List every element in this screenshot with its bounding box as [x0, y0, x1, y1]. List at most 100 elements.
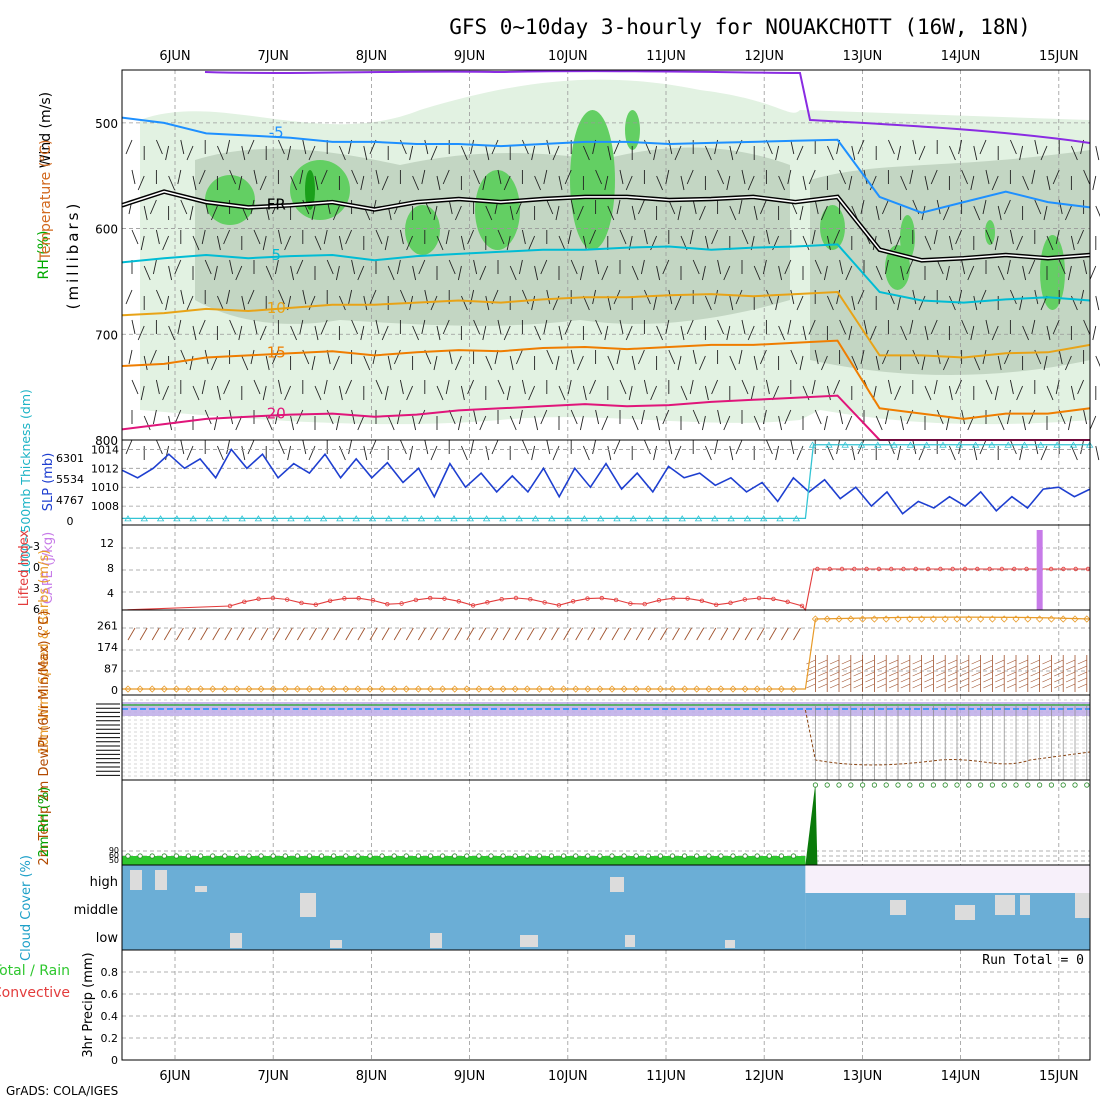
wind-barb	[409, 145, 414, 161]
wind10m-flag	[853, 671, 863, 677]
wind-barb	[494, 349, 499, 365]
wind-barb	[839, 169, 847, 185]
wind10m-speed-point	[354, 685, 362, 693]
wind-barb	[711, 379, 719, 395]
thickness-tick-label: 5534	[56, 473, 84, 486]
wind-barb	[518, 259, 523, 275]
wind10m-flag	[841, 659, 851, 665]
wind-barb	[1046, 325, 1051, 341]
wind-barb	[308, 145, 316, 161]
wind-barb	[1022, 175, 1030, 191]
wind-barb	[299, 169, 304, 185]
wind-barb	[616, 199, 621, 215]
rh2m-point	[718, 853, 724, 859]
wind-barb	[936, 259, 944, 275]
rh2m-point	[895, 782, 901, 788]
wind10m-flag	[995, 677, 1005, 683]
wind-barb	[860, 199, 865, 215]
rh2m-label: 2m RH (%)	[37, 787, 52, 858]
thickness-marker	[988, 441, 996, 448]
wind10m-speed-point	[487, 685, 495, 693]
wind-barb	[839, 259, 844, 275]
rh2m-point	[222, 853, 228, 859]
wind-barb	[985, 379, 993, 395]
wind-barb	[363, 145, 368, 161]
cloud-panel: high middle low Cloud Cover (%)	[19, 855, 1090, 961]
wind-barb	[186, 445, 194, 461]
wind-barb	[918, 295, 926, 311]
cloud-mid-low-fill	[805, 893, 1090, 950]
wind10m-speed-point	[847, 615, 855, 623]
wind10m-speed-point	[988, 615, 996, 623]
wind-barb	[155, 289, 163, 305]
wind-barb	[509, 415, 517, 431]
thickness-marker	[939, 441, 947, 448]
wind-barb	[765, 229, 770, 245]
wind-barb	[1092, 175, 1097, 191]
wind10m-grid	[122, 610, 1090, 695]
cloud-level-label: low	[96, 931, 119, 946]
wind10m-speed-point	[835, 615, 843, 623]
wind10m-panel: 0 87 174 261 10m Wind Speed & Barbs (m/s)	[37, 550, 1091, 754]
wind-barb	[528, 235, 536, 251]
wind-barb	[241, 295, 246, 311]
wind-barb	[290, 265, 295, 281]
wind10m-speed-point	[451, 685, 459, 693]
wind-barb	[869, 175, 877, 191]
wind10m-flag	[877, 659, 887, 665]
stability-panel: 4 8 12 -3 0 3 6 Lifted Index CAPE (J/kg)	[17, 525, 1091, 616]
cloud-gap	[610, 877, 624, 892]
rh2m-point	[706, 853, 712, 859]
wind-barb	[686, 319, 694, 335]
wind-barb	[485, 205, 493, 221]
wind-barb	[570, 409, 578, 425]
run-total: Run Total = 0	[982, 953, 1084, 968]
wind10m-flag	[924, 659, 934, 665]
wind-barb	[314, 325, 319, 341]
wind-barb	[555, 355, 560, 371]
wind10m-flag	[936, 659, 946, 665]
wind-barb	[436, 325, 441, 341]
wind10m-flag	[959, 671, 969, 677]
wind10m-speed-point	[124, 685, 132, 693]
wind10m-barb	[163, 627, 172, 641]
wind10m-barb	[151, 627, 160, 641]
rh2m-point	[246, 853, 252, 859]
thickness-marker	[287, 515, 295, 522]
wind10m-barb	[563, 627, 571, 641]
wind-barb	[1083, 409, 1088, 425]
isotherm-fr-inner	[121, 190, 1091, 262]
wind-barb	[1055, 379, 1060, 395]
wind10m-flag	[806, 683, 816, 689]
wind10m-barb	[551, 627, 559, 641]
wind-barb	[241, 445, 246, 461]
wind-barb	[582, 235, 587, 251]
rh-green-blob	[290, 160, 350, 220]
isotherm-label: 15	[267, 343, 286, 361]
wind-barb	[729, 445, 734, 461]
wind-barb	[497, 379, 505, 395]
bottom-day-label: 12JUN	[744, 1069, 784, 1084]
wind-barb	[274, 259, 279, 275]
wind-barb	[778, 175, 786, 191]
wind10m-barb	[309, 627, 317, 641]
rh2m-fill	[122, 856, 806, 865]
rh2m-point	[883, 782, 889, 788]
thickness-marker	[222, 515, 230, 522]
wind-barb	[595, 319, 603, 335]
thickness-marker	[336, 515, 344, 522]
wind-barb	[226, 139, 231, 155]
wind-barb	[323, 379, 328, 395]
wind-barb	[521, 139, 529, 155]
wind-barb	[775, 145, 780, 161]
wind-barb	[894, 385, 902, 401]
slp-line	[121, 447, 1091, 515]
wind-barb	[534, 325, 542, 341]
wind-barb	[189, 355, 194, 371]
wind-barb	[442, 319, 450, 335]
wind-barb	[723, 415, 731, 431]
wind-barb	[918, 145, 926, 161]
wind-barb	[290, 415, 295, 431]
wind-barb	[357, 265, 365, 281]
wind-barb	[1003, 199, 1011, 215]
